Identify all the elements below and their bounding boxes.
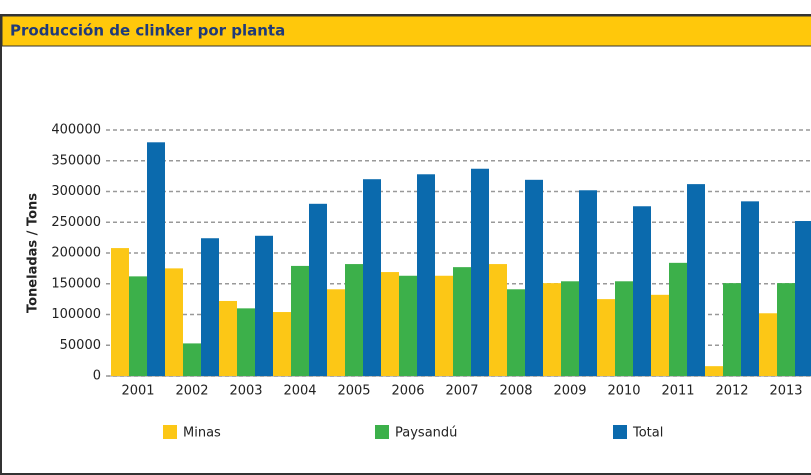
y-tick-label: 350000 [51, 153, 101, 168]
x-tick-label: 2013 [769, 384, 802, 399]
bar [543, 283, 561, 376]
y-tick-label: 100000 [51, 307, 101, 322]
y-tick-label: 150000 [51, 276, 101, 291]
bar [561, 281, 579, 376]
x-tick-label: 2008 [499, 384, 532, 399]
bar [705, 366, 723, 376]
bar [219, 300, 237, 376]
bar [273, 312, 291, 376]
x-tick-label: 2002 [175, 384, 208, 399]
bar [597, 299, 615, 376]
x-tick-label: 2004 [283, 384, 316, 399]
bar [417, 174, 435, 376]
y-tick-label: 250000 [51, 215, 101, 230]
x-tick-label: 2003 [229, 384, 262, 399]
y-tick-label: 400000 [51, 123, 101, 138]
frame [0, 14, 811, 475]
bar [129, 276, 147, 376]
bar [471, 168, 489, 376]
y-axis-label: Toneladas / Tons [26, 193, 41, 313]
bar [363, 179, 381, 376]
bar [399, 275, 417, 376]
bar [111, 248, 129, 376]
bar [255, 235, 273, 376]
bar [759, 313, 777, 376]
bar [201, 238, 219, 376]
x-tick-label: 2009 [553, 384, 586, 399]
x-tick-label: 2001 [121, 384, 154, 399]
y-tick-label: 0 [93, 369, 101, 384]
x-tick-label: 2006 [391, 384, 424, 399]
bar [345, 264, 363, 376]
bar [309, 203, 327, 376]
bar [651, 294, 669, 376]
x-tick-label: 2012 [715, 384, 748, 399]
bar [165, 268, 183, 376]
bar [687, 184, 705, 376]
bar [147, 142, 165, 376]
bar [489, 264, 507, 376]
legend-label: Total [632, 426, 663, 441]
bar [777, 283, 795, 376]
bar [633, 206, 651, 376]
legend-swatch [163, 425, 177, 439]
bar [381, 272, 399, 376]
legend-label: Minas [183, 426, 221, 441]
bar [723, 283, 741, 376]
bar [615, 281, 633, 376]
bar [237, 308, 255, 376]
bar [795, 221, 811, 376]
legend-swatch [613, 425, 627, 439]
chart-title: Producción de clinker por planta [10, 22, 285, 40]
bar [525, 179, 543, 376]
legend-swatch [375, 425, 389, 439]
bar [507, 289, 525, 376]
bar [579, 190, 597, 376]
x-tick-label: 2007 [445, 384, 478, 399]
bar [183, 343, 201, 376]
bar [741, 201, 759, 376]
y-tick-label: 50000 [60, 338, 101, 353]
x-tick-label: 2010 [607, 384, 640, 399]
y-tick-label: 300000 [51, 184, 101, 199]
bar [291, 265, 309, 376]
y-tick-label: 200000 [51, 246, 101, 261]
bar [435, 275, 453, 376]
x-tick-label: 2011 [661, 384, 694, 399]
bar [669, 262, 687, 376]
bar [327, 289, 345, 376]
header [1, 15, 811, 47]
x-tick-label: 2005 [337, 384, 370, 399]
legend-label: Paysandú [395, 426, 457, 441]
bar [453, 267, 471, 376]
